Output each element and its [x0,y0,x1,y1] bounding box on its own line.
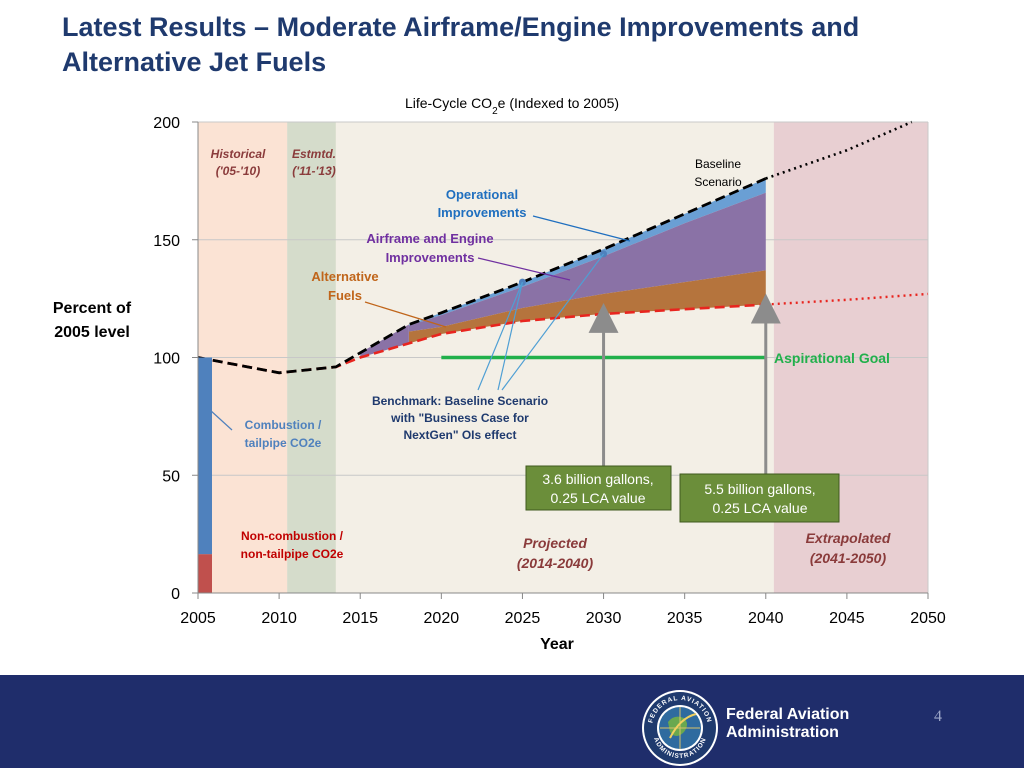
co2-chart: 0 50 100 150 200 2005 2010 2015 2020 2025 2030 2035… [53,95,946,653]
y-tick-label-200: 200 [153,115,180,132]
x-tick-label-2025: 2025 [505,610,541,627]
benchmark-label-line3: NextGen" OIs effect [403,428,516,442]
reduction-areas [360,178,766,358]
airframe-leader [477,257,571,281]
operational-label-line2: Improvements [438,205,527,220]
noncombustion-label-line2: non-tailpipe CO2e [241,547,344,561]
bar-2005-segment-0 [198,554,212,593]
seal-grid [660,707,700,749]
benchmark-leader-2025 [477,281,524,391]
x-tick-label-2030: 2030 [586,610,622,627]
x-tick-label-2020: 2020 [424,610,460,627]
box-2040 [679,473,840,523]
chart-title: Life-Cycle CO2e (Indexed to 2005) [405,95,619,117]
y-axis-label-line1: Percent of [53,300,132,317]
x-tick-label-2045: 2045 [829,610,865,627]
benchmark-leader-2030 [501,253,605,391]
faa-seal-icon: FEDERAL AVIATION ADMINISTRATION [642,690,718,766]
x-tick-label-2005: 2005 [180,610,216,627]
chart-title-sub: 2 [492,106,498,117]
airframe-label-line2: Improvements [386,250,475,265]
aspirational-goal-label: Aspirational Goal [774,350,890,366]
area-early-wedge [360,324,409,358]
box-2040-line2: 0.25 LCA value [713,500,808,516]
projected-label-line1: Projected [523,535,587,551]
extrapolated-label-line1: Extrapolated [806,530,891,546]
estimated-label-line1: Estmtd. [292,147,336,161]
org-name: Federal Aviation Administration [726,706,849,742]
x-axis-label: Year [540,636,574,653]
y-axis-label-line2: 2005 level [54,324,130,341]
x-tick-label-2015: 2015 [342,610,378,627]
footer-bar [0,675,1024,768]
altfuels-label-line2: Fuels [328,288,362,303]
operational-label-line1: Operational [446,187,518,202]
altfuels-label-line1: Alternative [311,269,378,284]
chart-title-suffix: e (Indexed to 2005) [498,95,619,111]
extrapolated-label-line2: (2041-2050) [810,550,887,566]
line-baseline-extrapolation [765,120,913,180]
page-number: 4 [934,708,942,725]
stacked-2005-bar [198,357,212,593]
x-tick-label-2040: 2040 [748,610,784,627]
axes: 0 50 100 150 200 2005 2010 2015 2020 2025 2030 2035… [53,115,946,653]
org-name-line1: Federal Aviation [726,706,850,723]
x-tick-label-2010: 2010 [261,610,297,627]
org-name-line2: Administration [726,724,839,741]
chart-title-prefix: Life-Cycle CO [405,95,492,111]
y-tick-label-0: 0 [171,586,180,603]
bar-2005-segment-1 [198,357,212,555]
x-tick-label-2035: 2035 [667,610,703,627]
y-tick-label-100: 100 [153,351,180,368]
area-airframe-engine-improvements [408,192,766,332]
baseline-label-line1: Baseline [695,157,741,171]
x-tick-label-2050: 2050 [910,610,946,627]
estimated-label-line2: ('11-'13) [292,164,336,178]
seal-wing [669,713,697,739]
box-2030 [525,465,672,511]
combustion-label-line1: Combustion / [245,418,322,432]
altfuels-leader [364,301,447,328]
y-tick-label-50: 50 [162,468,180,485]
slide-title-line1: Latest Results – Moderate Airframe/Engin… [62,12,860,42]
combustion-leader [209,409,233,431]
box-2030-line1: 3.6 billion gallons, [542,471,653,487]
projected-label-line2: (2014-2040) [517,555,594,571]
historical-label-line1: Historical [211,147,266,161]
noncombustion-label-line1: Non-combustion / [241,529,344,543]
box-2030-line2: 0.25 LCA value [551,490,646,506]
benchmark-label-line2: with "Business Case for [390,411,529,425]
y-tick-label-150: 150 [153,233,180,250]
slide-title: Latest Results – Moderate Airframe/Engin… [62,10,962,80]
area-alternative-fuels [408,270,766,344]
airframe-label-line1: Airframe and Engine [366,231,493,246]
line-baseline-scenario [197,177,767,375]
box-2040-line1: 5.5 billion gallons, [704,481,815,497]
baseline-label-line2: Scenario [694,175,742,189]
historical-label-line2: ('05-'10) [216,164,260,178]
slide-title-line2: Alternative Jet Fuels [62,47,327,77]
benchmark-label-line1: Benchmark: Baseline Scenario [372,394,548,408]
combustion-label-line2: tailpipe CO2e [245,436,322,450]
operational-leader [532,215,631,242]
annotations: Life-Cycle CO2e (Indexed to 2005) Histori… [209,95,891,571]
